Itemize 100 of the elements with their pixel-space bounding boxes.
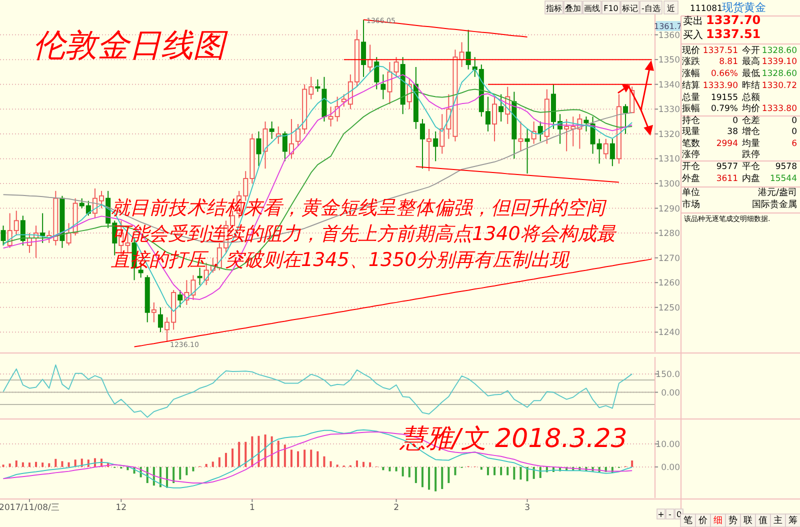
annotation: 标记 (621, 4, 638, 13)
text: 9578 (775, 162, 797, 172)
bar (232, 448, 234, 467)
y-tick-label: 0.00 (661, 388, 680, 398)
y-tick-label: 1350 (658, 56, 680, 66)
text: 涨停 (682, 149, 700, 160)
text: 0 (732, 116, 738, 126)
bar (205, 464, 208, 467)
x-tick-label: 2 (394, 503, 399, 513)
text: 市场 (682, 199, 700, 210)
y-tick-label: 150.0 (656, 370, 680, 380)
candlestick (603, 138, 608, 160)
bar (330, 461, 332, 467)
text: 均价 (741, 103, 760, 114)
text: 单位 (682, 187, 700, 198)
bar (486, 466, 489, 476)
candlestick (387, 62, 392, 105)
text: 最高 (742, 56, 760, 67)
candlestick (269, 121, 274, 140)
candlestick (518, 121, 524, 152)
y-tick-label: 1330 (658, 105, 680, 116)
candlestick (20, 215, 26, 246)
bar (480, 466, 482, 470)
bar (434, 466, 437, 492)
text: 1333.90 (702, 81, 738, 91)
bar (310, 450, 312, 467)
bar (284, 444, 286, 467)
y-tick-label: 1340 (658, 80, 680, 90)
text: 1328.60 (762, 69, 797, 79)
bar (42, 462, 44, 467)
y-tick-label: 1320 (658, 130, 680, 140)
bar (28, 462, 30, 467)
text: 伦敦金日线图 (33, 26, 228, 64)
y-tick-label: 1260 (658, 278, 680, 289)
candlestick (262, 121, 268, 170)
text: 1339.10 (762, 57, 797, 67)
text: 筹 (788, 515, 798, 526)
text: 3611 (716, 174, 738, 184)
text: 势 (728, 515, 738, 526)
candlestick (151, 302, 156, 323)
x-tick-label: 12 (116, 503, 127, 513)
line-series (363, 19, 528, 38)
candlestick (492, 96, 498, 142)
x-tick-label: 3 (524, 503, 530, 513)
text: 主 (774, 515, 782, 526)
candlestick (498, 94, 504, 122)
bar (251, 436, 254, 467)
bar (402, 466, 404, 476)
candlestick (426, 128, 432, 172)
candlestick (420, 118, 425, 170)
text: 最低 (742, 68, 760, 79)
text: 涨幅 (682, 68, 700, 79)
text: 8.81 (719, 57, 738, 67)
bar (362, 462, 365, 467)
bar (186, 466, 188, 476)
text: 结算 (682, 80, 700, 91)
bar (506, 466, 509, 476)
candlestick (368, 44, 373, 72)
bar (126, 466, 129, 470)
bar (532, 466, 535, 479)
text: 仓差 (742, 115, 760, 126)
text: 今开 (742, 45, 760, 56)
line-series (2, 364, 633, 418)
bar (68, 462, 70, 467)
text: 国际贵金属 (752, 199, 797, 210)
bar (218, 457, 220, 467)
bar (316, 451, 319, 467)
bar (15, 460, 18, 467)
bar (441, 466, 444, 490)
text: 平仓 (742, 161, 760, 172)
text: 1328.60 (762, 46, 797, 56)
y-tick-label: 10.00 (656, 440, 680, 450)
text: 开仓 (682, 161, 700, 172)
text: 内盘 (742, 173, 760, 184)
bar (297, 451, 300, 467)
text: - (668, 510, 672, 519)
y-tick-label: 1290 (658, 204, 680, 214)
y-tick-label: 1270 (658, 254, 680, 264)
candlestick (459, 42, 464, 68)
candlestick (361, 19, 366, 78)
bar (172, 466, 175, 484)
bar (539, 466, 542, 478)
candlestick (584, 116, 589, 132)
y-tick-label: 1280 (658, 229, 680, 240)
text: 0 (792, 127, 797, 137)
text: 增仓 (741, 126, 760, 137)
text: 卖出 (683, 15, 703, 27)
text: 2994 (716, 139, 738, 149)
candlestick (178, 290, 183, 308)
bar (526, 466, 528, 482)
bar (290, 450, 292, 467)
bar (61, 461, 64, 467)
bar (22, 462, 24, 467)
annotation: 1361.7 (654, 22, 682, 31)
text: 笔数 (682, 138, 700, 149)
text: 0.79% (710, 104, 738, 114)
candlestick (466, 29, 471, 70)
text: 涨跌 (682, 56, 700, 67)
text: 均量 (741, 138, 760, 149)
text: 联 (744, 515, 752, 526)
